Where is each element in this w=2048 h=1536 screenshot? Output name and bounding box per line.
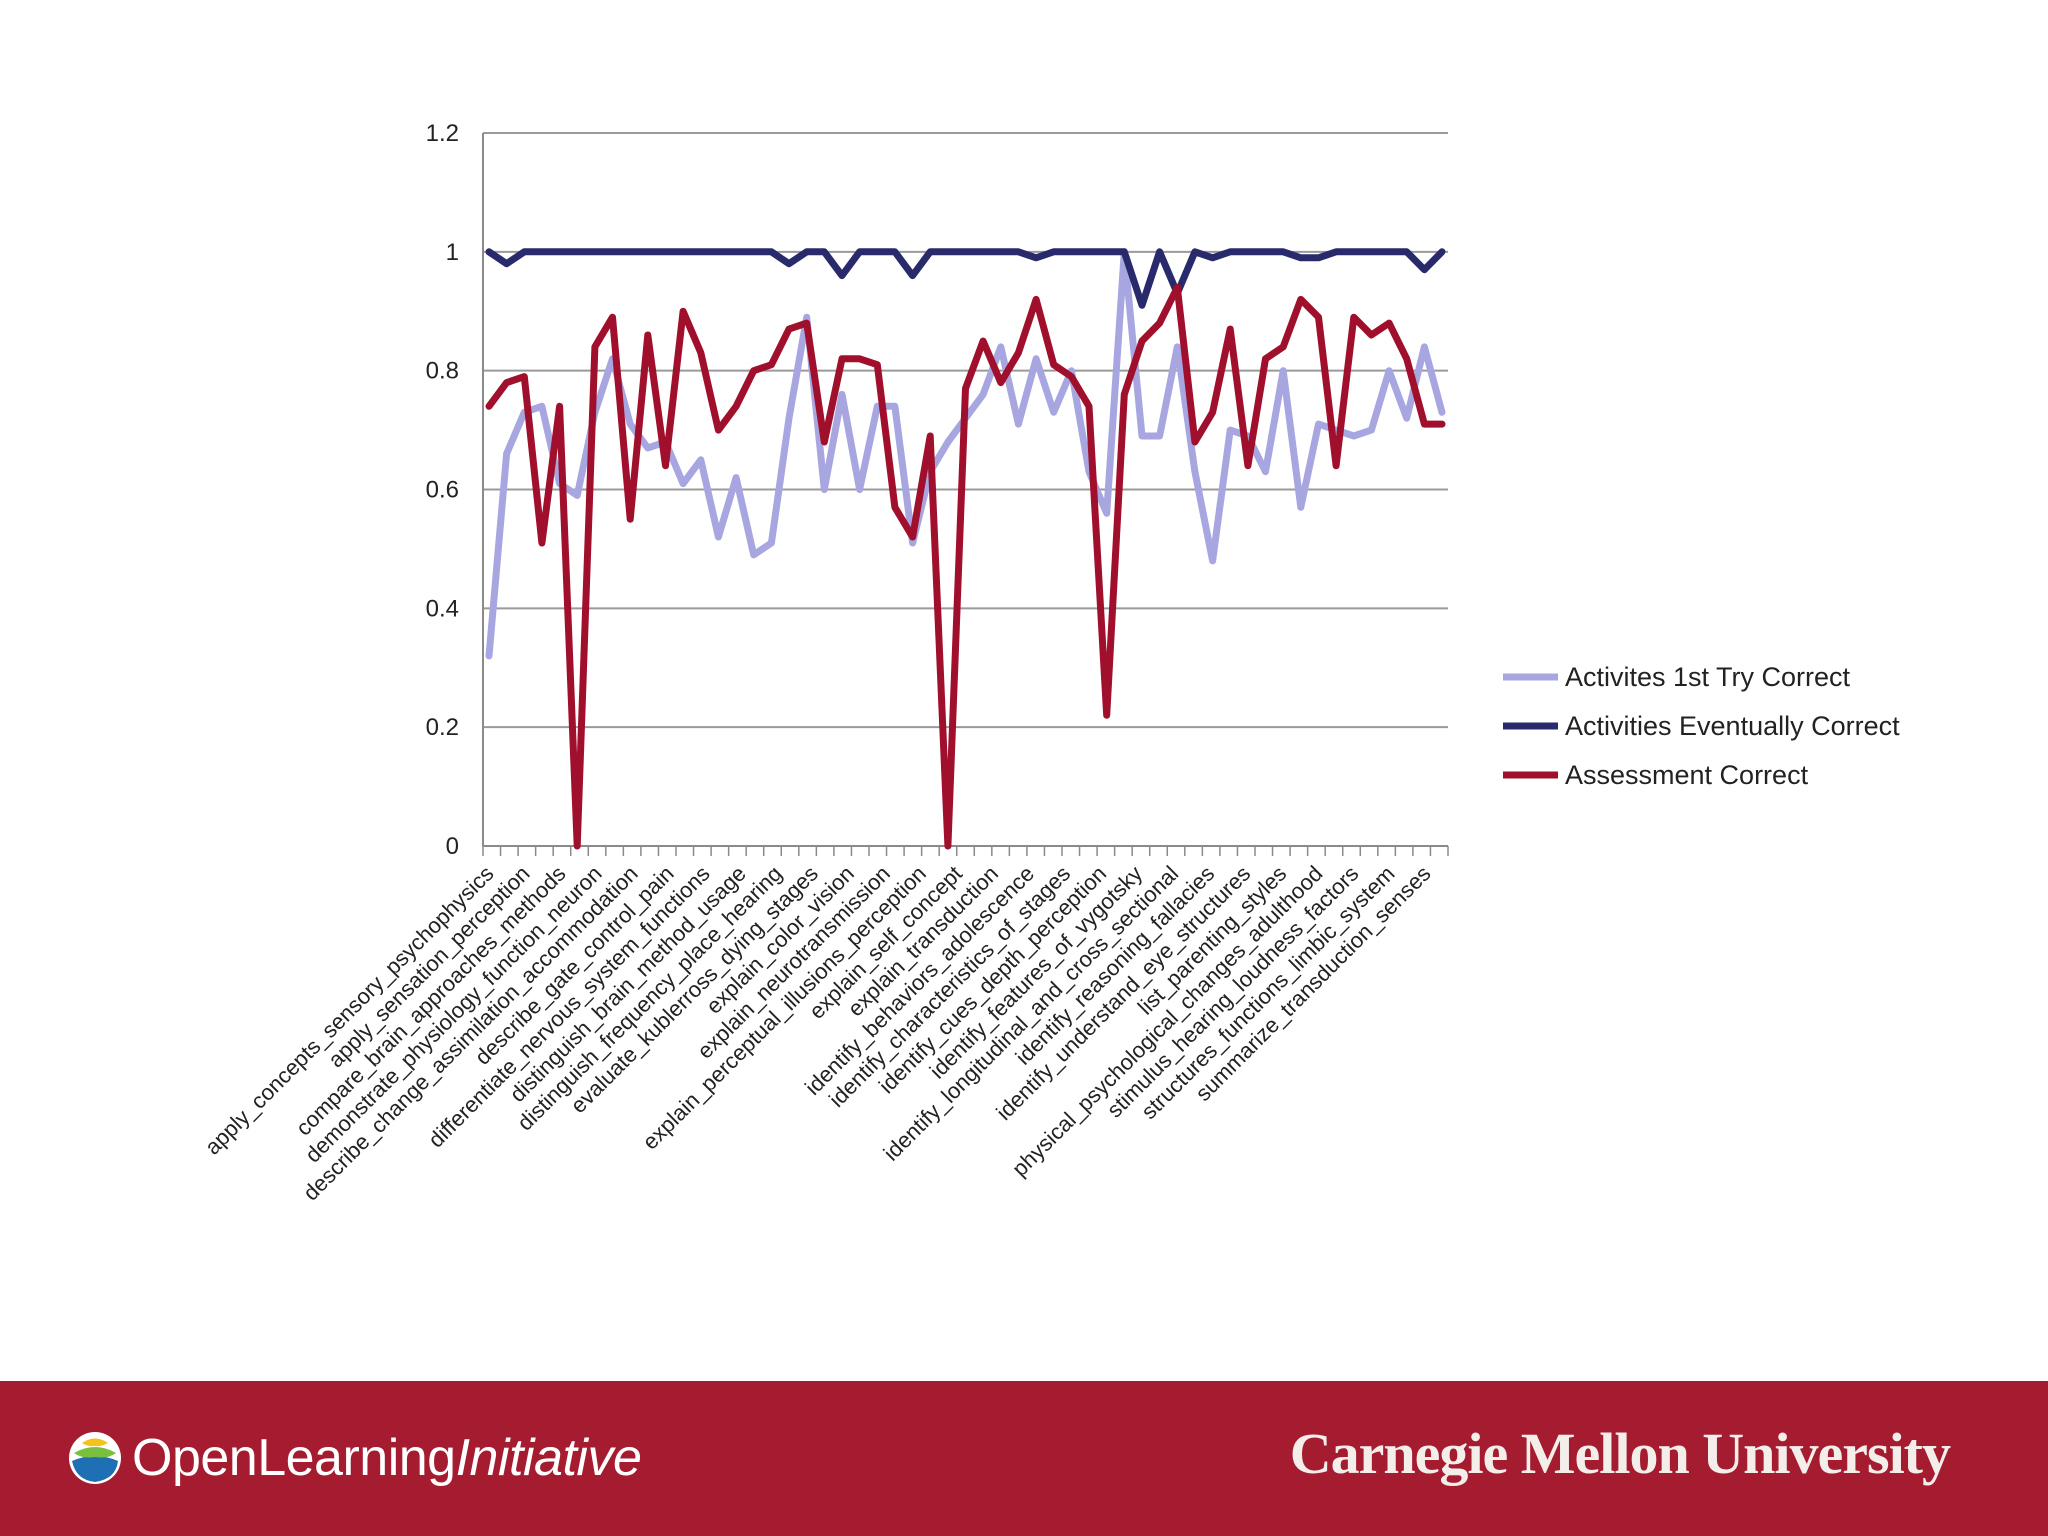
line-chart: 0 0.2 0.4 0.6 0.8 1 1.2 apply_concepts_sensory… [200,120,1900,1206]
legend-label: Activities Eventually Correct [1565,711,1900,741]
globe-icon [69,1432,121,1484]
legend: Activites 1st Try Correct Activities Even… [1503,662,1900,790]
legend-label: Assessment Correct [1565,760,1809,790]
series-line [485,248,1446,309]
axes [482,133,1449,856]
legend-label: Activites 1st Try Correct [1565,662,1851,692]
ol-wordmark: OpenLearningInitiative [132,1428,642,1488]
series-line [485,284,1446,850]
y-tick-label: 1.2 [426,120,459,147]
y-tick-label: 1 [446,239,459,266]
y-tick-label: 0.6 [426,477,459,504]
y-tick-label: 0.2 [426,714,459,741]
series-lines [485,248,1446,850]
y-tick-labels: 0 0.2 0.4 0.6 0.8 1 1.2 [426,120,459,860]
open-learning-initiative-logo: OpenLearningInitiative [68,1428,642,1488]
y-tick-label: 0 [446,833,459,860]
footer-bar [0,1381,2048,1536]
x-category-labels: apply_concepts_sensory_psychophysicsappl… [200,861,1436,1206]
y-tick-label: 0.8 [426,358,459,385]
y-tick-label: 0.4 [426,595,459,622]
ol-wordmark-italic: Initiative [455,1429,642,1487]
ol-wordmark-regular: OpenLearning [132,1429,456,1487]
cmu-wordmark: Carnegie Mellon University [1289,1421,1951,1486]
